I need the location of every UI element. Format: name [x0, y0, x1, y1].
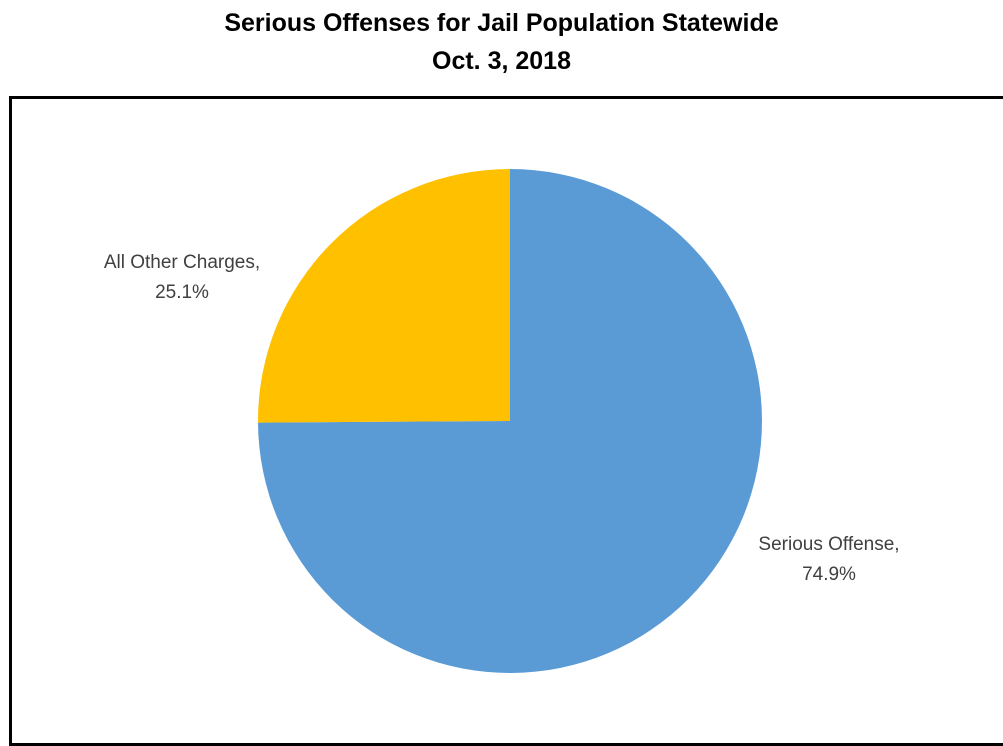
data-label-name: All Other Charges, [104, 252, 260, 273]
chart-title-block: Serious Offenses for Jail Population Sta… [0, 4, 1003, 80]
data-label-value: 74.9% [802, 564, 856, 585]
data-label-name: Serious Offense, [758, 534, 899, 555]
pie-labels: Serious Offense, 74.9% All Other Charges, 2… [104, 252, 900, 585]
chart-title: Serious Offenses for Jail Population Sta… [224, 9, 779, 37]
pie-slice-serious-offense [258, 169, 762, 674]
chart-subtitle: Oct. 3, 2018 [432, 47, 571, 75]
pie-slice-all-other-charges [257, 168, 510, 423]
pie-slices [257, 168, 762, 674]
data-label-value: 25.1% [155, 282, 209, 303]
